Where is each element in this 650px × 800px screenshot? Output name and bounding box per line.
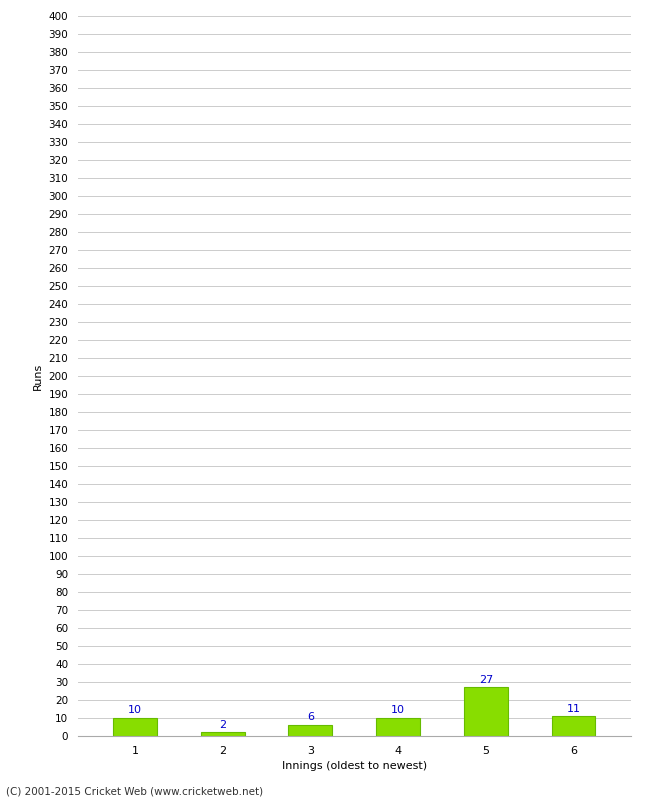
Text: 2: 2: [219, 720, 226, 730]
Bar: [464, 687, 508, 736]
Bar: [376, 718, 420, 736]
Text: 6: 6: [307, 713, 314, 722]
Bar: [201, 733, 244, 736]
Bar: [552, 716, 595, 736]
Text: 10: 10: [391, 706, 405, 715]
Bar: [289, 726, 332, 736]
Bar: [113, 718, 157, 736]
X-axis label: Innings (oldest to newest): Innings (oldest to newest): [281, 762, 427, 771]
Text: 27: 27: [478, 674, 493, 685]
Text: (C) 2001-2015 Cricket Web (www.cricketweb.net): (C) 2001-2015 Cricket Web (www.cricketwe…: [6, 786, 264, 796]
Text: 11: 11: [567, 703, 580, 714]
Y-axis label: Runs: Runs: [33, 362, 43, 390]
Text: 10: 10: [128, 706, 142, 715]
